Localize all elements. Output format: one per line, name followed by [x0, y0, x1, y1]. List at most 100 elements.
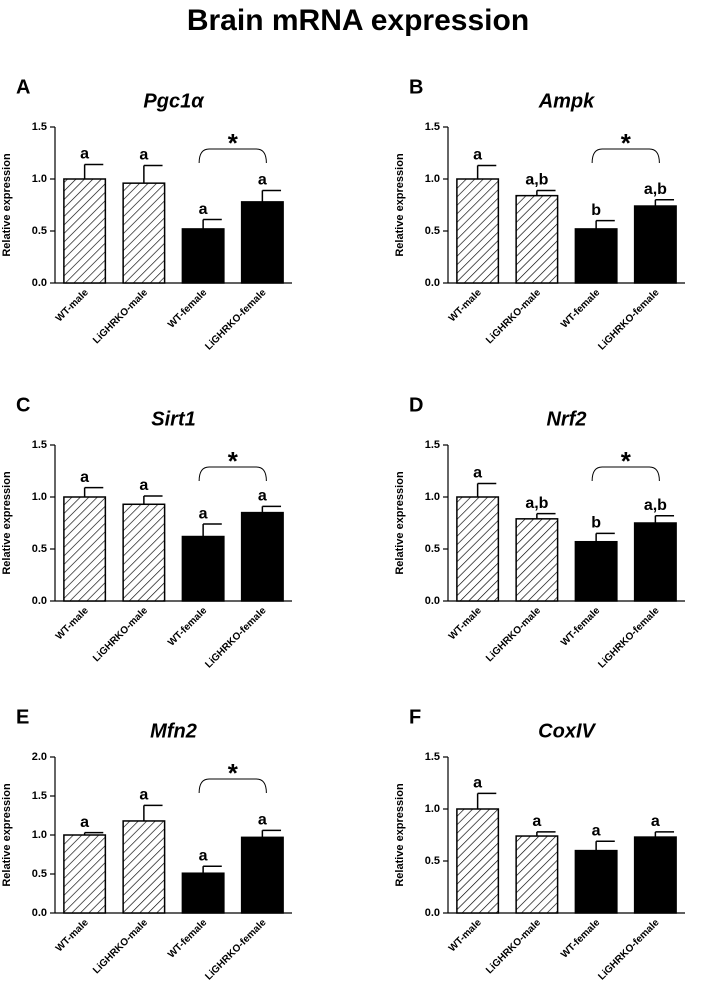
panel: C Sirt1 Relative expression 0.0 0.5 1.0 1.5 a WT… [1, 394, 292, 670]
y-tick-label: 1.5 [32, 121, 47, 133]
significance-bracket [591, 466, 660, 482]
x-tick-label: WT-female [166, 287, 209, 330]
significance-letter: a [258, 812, 267, 829]
x-tick-label: LiGHRKO-female [596, 917, 661, 982]
panel-label: D [409, 394, 423, 416]
bar [515, 835, 559, 914]
bar [456, 178, 500, 284]
y-tick-label: 2.0 [32, 751, 47, 763]
bar [181, 228, 225, 284]
bar [633, 836, 677, 914]
y-tick-label: 0.5 [425, 225, 440, 237]
significance-star: * [228, 128, 239, 158]
bar [122, 182, 166, 284]
significance-letter: a [473, 465, 482, 482]
panel-title: Mfn2 [150, 720, 197, 742]
significance-letter: a [80, 469, 89, 486]
significance-letter: a,b [525, 495, 548, 512]
panel-label: E [16, 706, 29, 728]
bar [181, 535, 225, 602]
y-axis-label: Relative expression [1, 783, 13, 887]
y-tick-label: 0.5 [32, 543, 47, 555]
significance-letter: a [473, 775, 482, 792]
significance-letter: a [80, 814, 89, 831]
x-tick-label: WT-female [559, 917, 602, 960]
x-tick-label: WT-male [54, 917, 91, 954]
x-tick-label: WT-male [447, 287, 484, 324]
y-tick-label: 1.5 [425, 751, 440, 763]
panel-label: F [409, 706, 421, 728]
significance-letter: a [532, 813, 541, 830]
panel-label: A [16, 76, 30, 98]
significance-letter: a [258, 172, 267, 189]
bar [633, 205, 677, 284]
x-tick-label: LiGHRKO-male [484, 917, 543, 976]
bar [456, 496, 500, 602]
bar [574, 228, 618, 284]
x-tick-label: LiGHRKO-male [484, 605, 543, 664]
bar [63, 178, 107, 284]
significance-letter: a [592, 822, 601, 839]
y-axis-label: Relative expression [1, 153, 13, 257]
significance-star: * [228, 446, 239, 476]
x-tick-label: WT-female [559, 605, 602, 648]
bar [633, 522, 677, 602]
y-tick-label: 0.0 [32, 595, 47, 607]
bar [122, 820, 166, 914]
y-tick-label: 1.5 [425, 121, 440, 133]
x-tick-label: LiGHRKO-male [484, 287, 543, 346]
figure-title: Brain mRNA expression [187, 4, 529, 37]
y-tick-label: 1.0 [425, 491, 440, 503]
x-tick-label: LiGHRKO-male [91, 917, 150, 976]
significance-letter: a [199, 201, 208, 218]
significance-bracket [198, 778, 267, 794]
x-tick-label: LiGHRKO-female [596, 605, 661, 670]
significance-letter: a,b [525, 172, 548, 189]
bar [181, 872, 225, 914]
bar [574, 540, 618, 602]
y-tick-label: 0.0 [32, 277, 47, 289]
x-tick-label: LiGHRKO-female [203, 287, 268, 352]
y-tick-label: 0.0 [425, 277, 440, 289]
significance-letter: a [139, 787, 148, 804]
y-axis-label: Relative expression [1, 471, 13, 575]
bar [240, 836, 284, 914]
x-tick-label: WT-male [54, 287, 91, 324]
significance-bracket [198, 148, 267, 164]
x-tick-label: LiGHRKO-female [596, 287, 661, 352]
significance-star: * [621, 446, 632, 476]
significance-letter: a,b [644, 181, 667, 198]
significance-letter: a [199, 847, 208, 864]
x-tick-label: WT-female [559, 287, 602, 330]
y-tick-label: 0.0 [32, 907, 47, 919]
panel-label: B [409, 76, 423, 98]
x-tick-label: WT-female [166, 605, 209, 648]
bar [122, 503, 166, 602]
y-axis-label: Relative expression [394, 471, 406, 575]
y-tick-label: 1.5 [425, 439, 440, 451]
y-tick-label: 0.5 [425, 543, 440, 555]
x-tick-label: LiGHRKO-female [203, 605, 268, 670]
y-tick-label: 1.0 [425, 803, 440, 815]
significance-letter: a [651, 813, 660, 830]
significance-letter: a [139, 147, 148, 164]
x-tick-label: WT-male [447, 917, 484, 954]
significance-star: * [621, 128, 632, 158]
bar [63, 834, 107, 914]
significance-letter: b [591, 202, 601, 219]
y-tick-label: 0.5 [32, 225, 47, 237]
bar [574, 849, 618, 914]
significance-letter: a,b [644, 497, 667, 514]
x-tick-label: LiGHRKO-male [91, 605, 150, 664]
significance-letter: b [591, 515, 601, 532]
panel: B Ampk Relative expression 0.0 0.5 1.0 1.5 a WT-… [394, 76, 685, 352]
panel: D Nrf2 Relative expression 0.0 0.5 1.0 1.5 a WT-… [394, 394, 685, 670]
significance-bracket [591, 148, 660, 164]
bar [63, 496, 107, 602]
panel-title: Nrf2 [546, 408, 586, 430]
significance-bracket [198, 466, 267, 482]
significance-letter: a [473, 147, 482, 164]
y-tick-label: 1.5 [32, 790, 47, 802]
bar [456, 808, 500, 914]
